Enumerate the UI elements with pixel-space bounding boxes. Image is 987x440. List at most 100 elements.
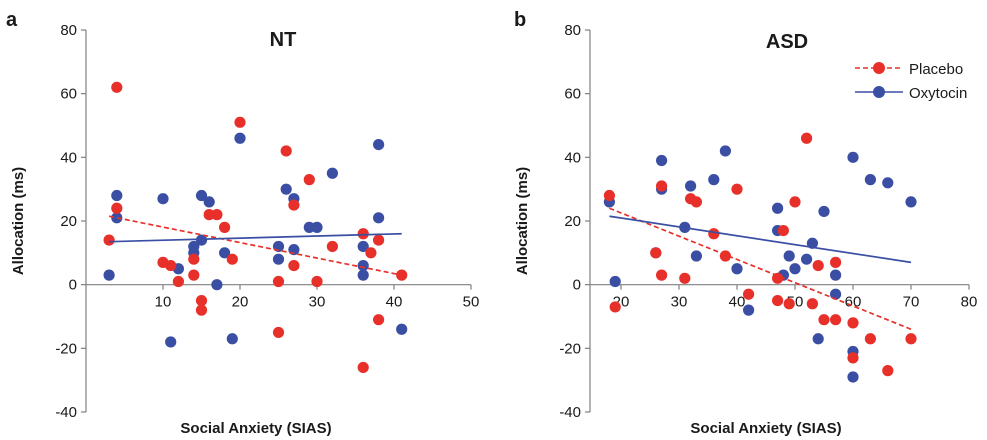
- oxytocin-point: [396, 323, 408, 335]
- placebo-point: [690, 196, 703, 208]
- placebo-point: [609, 301, 621, 313]
- placebo-point: [772, 294, 784, 307]
- oxytocin-point: [211, 279, 223, 291]
- oxytocin-point: [226, 333, 238, 345]
- placebo-point: [882, 365, 894, 377]
- placebo-point: [188, 269, 200, 281]
- x-tick-label: 40: [729, 294, 746, 311]
- oxytocin-point: [357, 240, 369, 253]
- oxytocin-point: [357, 259, 369, 272]
- oxytocin-fit-line: [109, 232, 402, 243]
- placebo-point: [806, 298, 819, 310]
- y-tick-label: 80: [564, 22, 581, 39]
- oxytocin-point: [818, 205, 830, 218]
- oxytocin-point: [801, 253, 813, 265]
- legend-label-placebo: Placebo: [909, 61, 963, 78]
- y-axis-label-b: Allocation (ms): [514, 167, 531, 275]
- legend-marker-oxytocin: [873, 86, 885, 98]
- x-tick-label: 30: [671, 294, 688, 311]
- placebo-point: [708, 228, 720, 240]
- panel-b: b ASD Social Anxiety (SIAS) Allocation (…: [514, 9, 977, 437]
- placebo-point: [172, 275, 184, 288]
- placebo-point: [288, 199, 300, 211]
- y-tick-label: -20: [55, 340, 77, 357]
- placebo-point: [783, 298, 795, 310]
- y-tick-label: 0: [573, 277, 581, 294]
- x-tick-label: 40: [386, 294, 403, 311]
- panel-label-b: b: [514, 9, 526, 31]
- oxytocin-point: [609, 275, 621, 288]
- placebo-point: [272, 326, 285, 339]
- oxytocin-point: [311, 221, 323, 233]
- oxytocin-point: [830, 269, 842, 281]
- placebo-point: [165, 259, 177, 272]
- y-tick-label: -20: [559, 340, 581, 357]
- oxytocin-point: [219, 247, 231, 259]
- placebo-point: [103, 234, 115, 246]
- y-tick-label: 40: [60, 149, 77, 166]
- placebo-point: [357, 228, 369, 240]
- placebo-point: [373, 234, 385, 246]
- oxytocin-point: [195, 189, 208, 202]
- x-tick-label: 30: [309, 294, 326, 311]
- oxytocin-point: [373, 212, 385, 224]
- y-tick-label: 80: [60, 22, 77, 39]
- placebo-point: [847, 317, 859, 329]
- y-tick-label: 60: [564, 86, 581, 103]
- placebo-point: [357, 361, 369, 374]
- axes-a: -40 -20 0 20 40 60 80 10 20 30 40 50: [55, 22, 479, 421]
- placebo-point: [219, 221, 231, 233]
- placebo-point: [373, 314, 385, 326]
- x-tick-label: 60: [845, 294, 862, 311]
- legend-entry-oxytocin: Oxytocin: [855, 85, 967, 102]
- placebo-point: [311, 275, 323, 288]
- placebo-point: [656, 180, 668, 192]
- oxytocin-point: [882, 177, 894, 189]
- marks-b: [603, 132, 917, 383]
- panel-label-a: a: [6, 9, 18, 31]
- panel-title-nt: NT: [270, 29, 297, 51]
- placebo-point: [203, 209, 215, 221]
- placebo-point: [847, 352, 859, 364]
- oxytocin-point: [234, 132, 246, 144]
- oxytocin-point: [685, 180, 697, 192]
- placebo-point: [777, 224, 790, 237]
- x-tick-label: 20: [232, 294, 249, 311]
- x-axis-label-b: Social Anxiety (SIAS): [690, 420, 841, 437]
- oxytocin-point: [203, 196, 215, 208]
- legend-entry-placebo: Placebo: [855, 61, 963, 78]
- legend-marker-placebo: [873, 62, 885, 74]
- placebo-point: [272, 275, 285, 288]
- legend-label-oxytocin: Oxytocin: [909, 85, 967, 102]
- placebo-point: [365, 247, 377, 259]
- oxytocin-point: [103, 269, 115, 281]
- placebo-point: [288, 259, 300, 272]
- placebo-point: [211, 209, 223, 221]
- placebo-point: [679, 272, 691, 284]
- placebo-point: [326, 240, 338, 253]
- placebo-point: [280, 145, 292, 157]
- placebo-point: [226, 253, 238, 265]
- y-tick-label: 60: [60, 86, 77, 103]
- marks-a: [103, 81, 408, 374]
- placebo-point: [731, 183, 743, 195]
- placebo-point: [812, 259, 824, 272]
- x-tick-label: 70: [903, 294, 920, 311]
- oxytocin-point: [772, 202, 784, 214]
- placebo-point: [864, 333, 877, 345]
- oxytocin-point: [789, 263, 801, 275]
- oxytocin-point: [326, 167, 338, 179]
- placebo-point: [650, 247, 662, 259]
- placebo-point: [801, 132, 813, 144]
- placebo-point: [111, 81, 123, 93]
- oxytocin-point: [847, 371, 859, 383]
- y-tick-label: 0: [69, 277, 77, 294]
- oxytocin-point: [656, 154, 668, 167]
- oxytocin-point: [357, 269, 369, 281]
- x-axis-label-a: Social Anxiety (SIAS): [180, 420, 331, 437]
- placebo-point: [195, 304, 208, 316]
- placebo-point: [303, 174, 315, 186]
- oxytocin-point: [719, 145, 732, 157]
